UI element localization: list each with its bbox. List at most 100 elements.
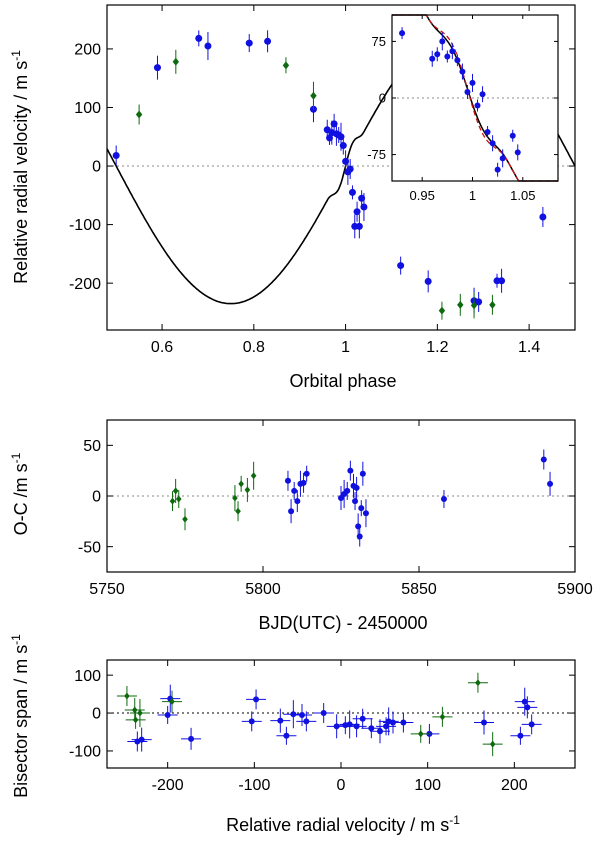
x-tick-label: 5900 bbox=[557, 581, 593, 598]
data-point bbox=[175, 495, 182, 503]
data-point bbox=[245, 39, 253, 47]
data-point bbox=[248, 718, 255, 725]
data-point bbox=[439, 713, 446, 721]
x-tick-label: 1.05 bbox=[510, 188, 535, 203]
data-point bbox=[282, 61, 290, 70]
data-point bbox=[138, 736, 145, 743]
data-point bbox=[303, 718, 310, 725]
data-point bbox=[204, 42, 212, 50]
data-point bbox=[547, 480, 554, 487]
p2-ylabel: O-C /m s-1 bbox=[9, 452, 31, 535]
data-point bbox=[253, 696, 260, 703]
data-point bbox=[429, 55, 436, 62]
data-point bbox=[135, 110, 143, 119]
data-point bbox=[459, 68, 466, 75]
data-point bbox=[348, 188, 356, 196]
y-tick-label: 200 bbox=[74, 42, 101, 59]
data-point bbox=[469, 79, 476, 86]
data-point bbox=[470, 301, 478, 310]
y-tick-label: 50 bbox=[83, 438, 101, 455]
plot-frame bbox=[106, 4, 576, 331]
data-point bbox=[377, 728, 383, 735]
data-point bbox=[238, 480, 244, 488]
data-point bbox=[489, 740, 496, 748]
data-point bbox=[320, 710, 327, 717]
p2-xlabel: BJD(UTC) - 2450000 bbox=[258, 613, 427, 633]
p1-ylabel-text: Relative radial velocity / m s bbox=[11, 61, 31, 284]
data-point bbox=[454, 57, 461, 64]
data-point bbox=[434, 51, 441, 58]
data-point bbox=[182, 515, 188, 523]
data-point bbox=[232, 494, 238, 502]
x-tick-label: -200 bbox=[152, 777, 184, 794]
y-tick-label: -100 bbox=[69, 744, 101, 761]
data-point bbox=[347, 467, 354, 474]
p3-ylabel-text: Bisector span / m s bbox=[11, 645, 31, 798]
data-point bbox=[383, 723, 390, 730]
data-point bbox=[288, 508, 295, 515]
data-point bbox=[438, 306, 446, 315]
data-point bbox=[489, 300, 496, 309]
x-tick-label: 0 bbox=[337, 777, 346, 794]
data-point bbox=[449, 48, 456, 55]
data-point bbox=[358, 194, 366, 202]
data-point bbox=[277, 717, 284, 724]
data-point bbox=[303, 470, 310, 477]
y-tick-label: 0 bbox=[92, 706, 101, 723]
x-tick-label: 0.95 bbox=[410, 188, 435, 203]
data-point bbox=[294, 498, 301, 505]
data-point bbox=[153, 64, 161, 72]
data-point bbox=[235, 507, 241, 515]
data-point bbox=[360, 203, 368, 211]
p3-ylabel: Bisector span / m s-1 bbox=[9, 634, 31, 798]
data-point bbox=[339, 142, 347, 150]
data-point bbox=[291, 487, 298, 494]
data-point bbox=[290, 711, 297, 718]
data-point bbox=[359, 470, 366, 477]
data-point bbox=[333, 723, 340, 730]
y-tick-label: 75 bbox=[372, 34, 386, 49]
data-point bbox=[521, 698, 528, 705]
data-point bbox=[342, 157, 350, 165]
p3-xlabel: Relative radial velocity / m s-1 bbox=[226, 813, 460, 835]
x-tick-label: 5750 bbox=[89, 581, 125, 598]
data-point bbox=[417, 730, 424, 738]
data-point bbox=[440, 496, 447, 503]
data-point bbox=[475, 679, 481, 687]
data-point bbox=[244, 486, 251, 494]
data-point bbox=[300, 479, 307, 486]
data-point bbox=[539, 213, 547, 221]
data-point bbox=[479, 91, 486, 98]
y-tick-label: -50 bbox=[78, 539, 101, 556]
x-tick-label: 5850 bbox=[401, 581, 437, 598]
p2-ylabel-text: O-C /m s bbox=[11, 463, 31, 535]
data-point bbox=[124, 692, 130, 700]
data-point bbox=[355, 523, 362, 530]
plot-frame bbox=[106, 419, 576, 573]
data-point bbox=[132, 716, 139, 724]
data-point bbox=[353, 723, 360, 730]
data-point bbox=[484, 128, 491, 135]
data-point bbox=[299, 711, 305, 718]
data-point bbox=[164, 711, 171, 718]
data-point bbox=[439, 38, 446, 45]
data-point bbox=[444, 53, 451, 60]
data-point bbox=[137, 709, 143, 717]
data-point bbox=[517, 732, 524, 739]
oc-panel: 5750 5800 5850 5900 50 0 -50 bbox=[78, 419, 593, 598]
data-point bbox=[400, 719, 407, 726]
data-point bbox=[355, 222, 363, 230]
data-point bbox=[390, 719, 396, 726]
data-point bbox=[338, 495, 344, 502]
data-point bbox=[131, 706, 138, 714]
x-tick-label: -100 bbox=[238, 777, 270, 794]
data-point bbox=[284, 477, 291, 484]
data-point bbox=[368, 725, 375, 732]
x-tick-label: 1 bbox=[341, 339, 350, 356]
x-tick-label: 1.2 bbox=[426, 339, 448, 356]
data-point bbox=[337, 133, 345, 141]
data-point bbox=[172, 487, 179, 495]
data-point bbox=[499, 155, 506, 162]
data-point bbox=[169, 497, 176, 505]
